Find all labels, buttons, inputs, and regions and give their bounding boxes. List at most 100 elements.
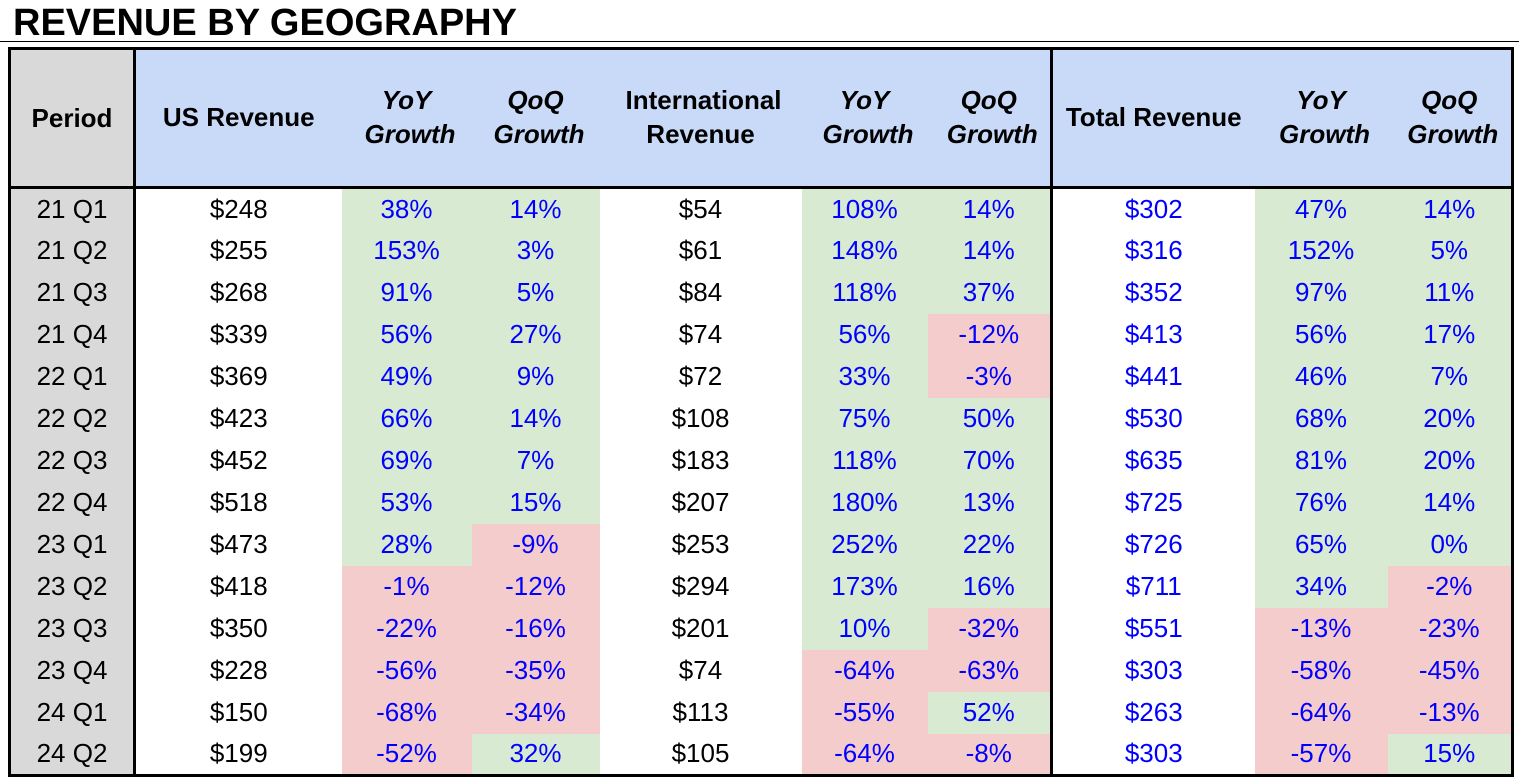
- total-yoy-growth-cell[interactable]: -58%: [1254, 649, 1388, 692]
- us-yoy-growth-cell[interactable]: 91%: [341, 271, 472, 314]
- international-qoq-growth-cell[interactable]: -12%: [927, 313, 1052, 356]
- period-cell[interactable]: 21 Q3: [9, 271, 136, 314]
- header-total-yoy-growth[interactable]: YoY Growth: [1254, 48, 1388, 188]
- us-revenue-cell[interactable]: $248: [209, 193, 268, 224]
- total-qoq-growth-cell[interactable]: -23%: [1387, 607, 1513, 650]
- international-qoq-growth-cell[interactable]: 14%: [927, 229, 1052, 272]
- total-qoq-growth-cell[interactable]: 20%: [1387, 397, 1513, 440]
- period-cell[interactable]: 23 Q2: [9, 565, 136, 608]
- total-revenue-cell[interactable]: $726: [1050, 523, 1255, 566]
- total-qoq-growth-cell[interactable]: 17%: [1387, 313, 1513, 356]
- total-qoq-growth-cell[interactable]: -45%: [1387, 649, 1513, 692]
- total-revenue-cell[interactable]: $413: [1050, 313, 1255, 356]
- us-qoq-growth-cell[interactable]: 14%: [471, 187, 600, 230]
- us-yoy-growth-cell[interactable]: -56%: [341, 649, 472, 692]
- us-revenue-cell[interactable]: $473: [209, 529, 268, 559]
- international-yoy-growth-cell[interactable]: 148%: [801, 229, 928, 272]
- us-qoq-growth-cell[interactable]: -12%: [471, 565, 600, 608]
- international-qoq-growth-cell[interactable]: -3%: [927, 355, 1052, 398]
- international-revenue-cell[interactable]: $183: [671, 445, 730, 475]
- us-qoq-growth-cell[interactable]: 27%: [471, 313, 600, 356]
- header-total-revenue[interactable]: Total Revenue: [1050, 48, 1255, 188]
- total-yoy-growth-cell[interactable]: 81%: [1254, 439, 1388, 482]
- international-yoy-growth-cell[interactable]: 180%: [801, 481, 928, 524]
- total-qoq-growth-cell[interactable]: 0%: [1387, 523, 1513, 566]
- us-yoy-growth-cell[interactable]: -22%: [341, 607, 472, 650]
- period-cell[interactable]: 21 Q1: [9, 187, 136, 230]
- total-revenue-cell[interactable]: $303: [1050, 733, 1255, 776]
- total-revenue-cell[interactable]: $725: [1050, 481, 1255, 524]
- period-cell[interactable]: 22 Q1: [9, 355, 136, 398]
- total-yoy-growth-cell[interactable]: -64%: [1254, 691, 1388, 734]
- us-qoq-growth-cell[interactable]: 14%: [471, 397, 600, 440]
- us-revenue-cell[interactable]: $350: [209, 613, 268, 643]
- total-qoq-growth-cell[interactable]: 14%: [1387, 481, 1513, 524]
- international-qoq-growth-cell[interactable]: 16%: [927, 565, 1052, 608]
- international-revenue-cell[interactable]: $74: [678, 319, 723, 349]
- international-revenue-cell[interactable]: $54: [678, 193, 723, 224]
- us-revenue-cell[interactable]: $518: [209, 487, 268, 517]
- header-international-qoq-growth[interactable]: QoQ Growth: [927, 48, 1052, 188]
- international-qoq-growth-cell[interactable]: 70%: [927, 439, 1052, 482]
- us-yoy-growth-cell[interactable]: -68%: [341, 691, 472, 734]
- us-yoy-growth-cell[interactable]: 38%: [341, 187, 472, 230]
- international-yoy-growth-cell[interactable]: 56%: [801, 313, 928, 356]
- period-cell[interactable]: 22 Q2: [9, 397, 136, 440]
- international-yoy-growth-cell[interactable]: 118%: [801, 439, 928, 482]
- us-yoy-growth-cell[interactable]: 56%: [341, 313, 472, 356]
- total-revenue-cell[interactable]: $303: [1050, 649, 1255, 692]
- us-yoy-growth-cell[interactable]: 49%: [341, 355, 472, 398]
- period-cell[interactable]: 21 Q2: [9, 229, 136, 272]
- total-revenue-cell[interactable]: $441: [1050, 355, 1255, 398]
- total-yoy-growth-cell[interactable]: -13%: [1254, 607, 1388, 650]
- us-qoq-growth-cell[interactable]: -35%: [471, 649, 600, 692]
- us-revenue-cell[interactable]: $369: [209, 361, 268, 391]
- international-qoq-growth-cell[interactable]: 14%: [927, 187, 1052, 230]
- us-qoq-growth-cell[interactable]: -16%: [471, 607, 600, 650]
- header-international-yoy-growth[interactable]: YoY Growth: [801, 48, 928, 188]
- us-revenue-cell[interactable]: $418: [209, 571, 268, 601]
- period-cell[interactable]: 22 Q4: [9, 481, 136, 524]
- us-revenue-cell[interactable]: $199: [209, 738, 268, 769]
- us-revenue-cell[interactable]: $423: [209, 403, 268, 433]
- international-yoy-growth-cell[interactable]: 10%: [801, 607, 928, 650]
- header-period[interactable]: Period: [9, 48, 136, 188]
- header-total-qoq-growth[interactable]: QoQ Growth: [1387, 48, 1513, 188]
- us-qoq-growth-cell[interactable]: 15%: [471, 481, 600, 524]
- international-qoq-growth-cell[interactable]: -63%: [927, 649, 1052, 692]
- international-qoq-growth-cell[interactable]: 50%: [927, 397, 1052, 440]
- international-revenue-cell[interactable]: $294: [671, 571, 730, 601]
- us-qoq-growth-cell[interactable]: 7%: [471, 439, 600, 482]
- total-qoq-growth-cell[interactable]: 14%: [1387, 187, 1513, 230]
- total-revenue-cell[interactable]: $316: [1050, 229, 1255, 272]
- total-yoy-growth-cell[interactable]: 76%: [1254, 481, 1388, 524]
- total-qoq-growth-cell[interactable]: -2%: [1387, 565, 1513, 608]
- period-cell[interactable]: 24 Q1: [9, 691, 136, 734]
- total-revenue-cell[interactable]: $352: [1050, 271, 1255, 314]
- header-international-revenue[interactable]: International Revenue: [599, 48, 802, 188]
- international-revenue-cell[interactable]: $108: [671, 403, 730, 433]
- us-revenue-cell[interactable]: $150: [209, 697, 268, 727]
- international-revenue-cell[interactable]: $207: [671, 487, 730, 517]
- total-yoy-growth-cell[interactable]: 56%: [1254, 313, 1388, 356]
- international-qoq-growth-cell[interactable]: -32%: [927, 607, 1052, 650]
- us-yoy-growth-cell[interactable]: 69%: [341, 439, 472, 482]
- international-yoy-growth-cell[interactable]: 33%: [801, 355, 928, 398]
- period-cell[interactable]: 23 Q3: [9, 607, 136, 650]
- international-yoy-growth-cell[interactable]: 252%: [801, 523, 928, 566]
- us-yoy-growth-cell[interactable]: 28%: [341, 523, 472, 566]
- international-yoy-growth-cell[interactable]: -64%: [801, 733, 928, 776]
- international-revenue-cell[interactable]: $72: [678, 361, 723, 391]
- total-yoy-growth-cell[interactable]: 46%: [1254, 355, 1388, 398]
- total-qoq-growth-cell[interactable]: -13%: [1387, 691, 1513, 734]
- total-revenue-cell[interactable]: $530: [1050, 397, 1255, 440]
- total-yoy-growth-cell[interactable]: 97%: [1254, 271, 1388, 314]
- total-qoq-growth-cell[interactable]: 5%: [1387, 229, 1513, 272]
- us-yoy-growth-cell[interactable]: -52%: [341, 733, 472, 776]
- period-cell[interactable]: 23 Q4: [9, 649, 136, 692]
- us-revenue-cell[interactable]: $268: [209, 277, 268, 307]
- international-revenue-cell[interactable]: $84: [678, 277, 723, 307]
- period-cell[interactable]: 23 Q1: [9, 523, 136, 566]
- us-revenue-cell[interactable]: $228: [209, 655, 268, 685]
- international-yoy-growth-cell[interactable]: 118%: [801, 271, 928, 314]
